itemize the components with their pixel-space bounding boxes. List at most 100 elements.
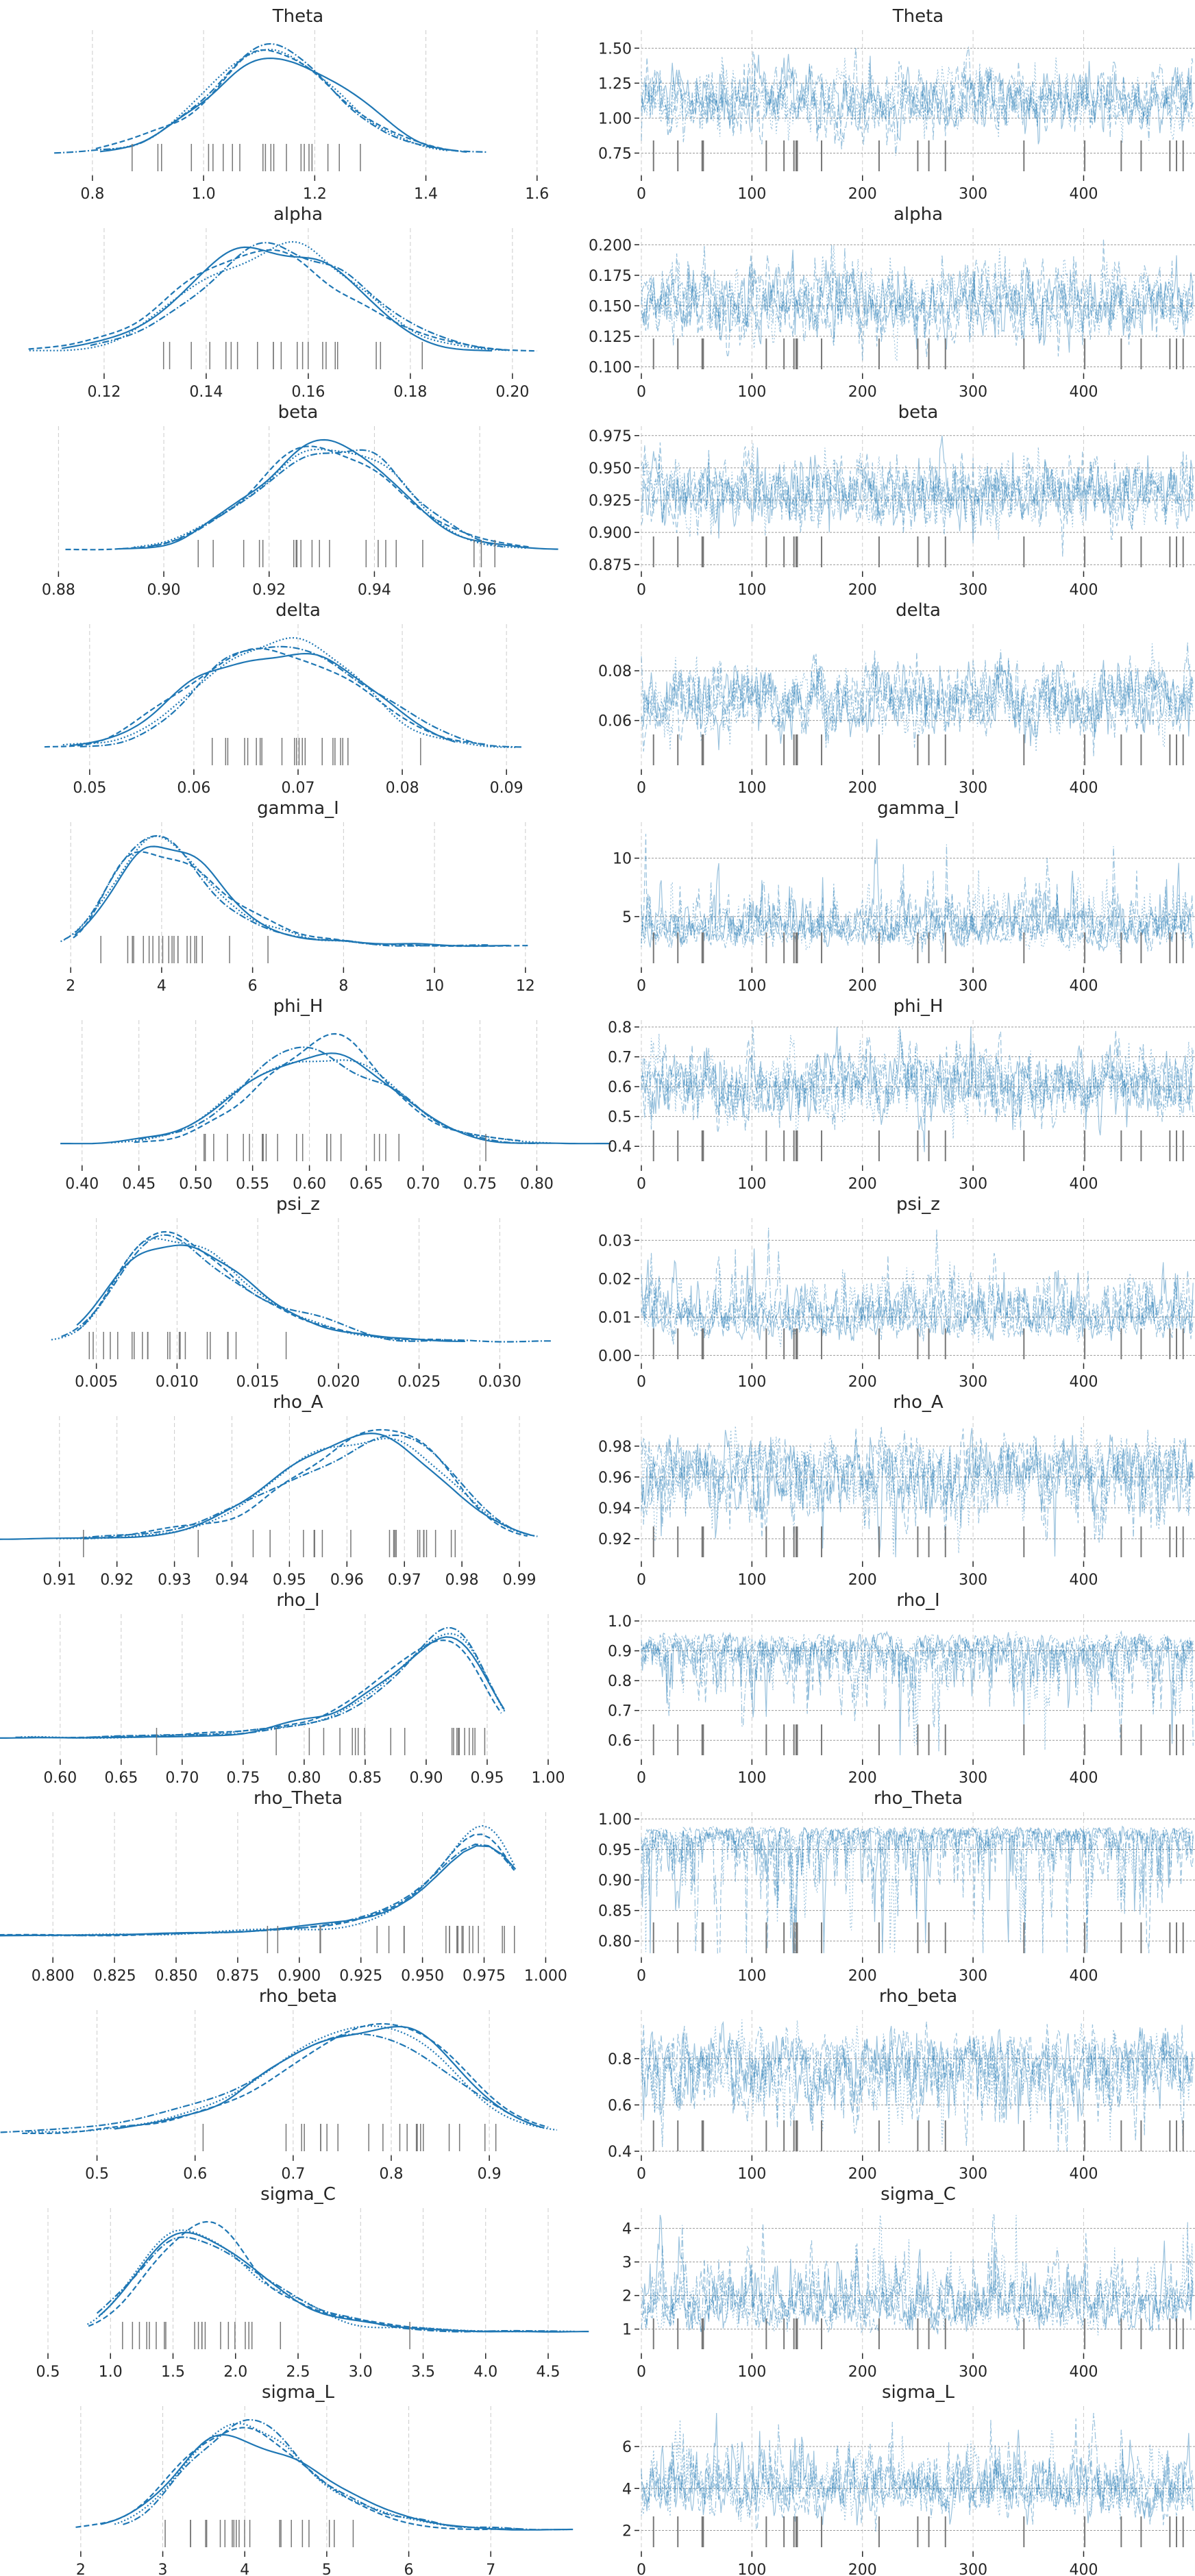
kde-tick-label: 0.09 bbox=[490, 780, 523, 797]
trace-title: delta bbox=[896, 600, 941, 621]
row-beta: beta beta 0.88 0.90 0.92 0.94 0.96 0 100 200 300 40… bbox=[42, 402, 1195, 599]
kde-tick-label: 7 bbox=[486, 2562, 495, 2576]
kde-tick-label: 0.60 bbox=[293, 1176, 326, 1193]
trace-line-chain-2 bbox=[641, 1825, 1194, 1954]
kde-line-chain-1 bbox=[70, 1639, 502, 1739]
kde-line-chain-0 bbox=[98, 2231, 589, 2333]
trace-title: rho_Theta bbox=[874, 1788, 963, 1809]
kde-line-chain-3 bbox=[138, 1046, 541, 1145]
kde-line-chain-3 bbox=[151, 449, 504, 548]
kde-tick-label: 12 bbox=[516, 978, 535, 995]
trace-y-tick-label: 0.75 bbox=[598, 145, 632, 162]
trace-x-tick-label: 200 bbox=[848, 2562, 877, 2576]
trace-x-tick-label: 0 bbox=[637, 186, 646, 203]
kde-tick-label: 0.8 bbox=[379, 2166, 403, 2183]
kde-line-chain-2 bbox=[60, 835, 389, 946]
trace-x-tick-label: 300 bbox=[959, 1770, 987, 1787]
trace-y-tick-label: 0.94 bbox=[598, 1500, 632, 1518]
trace-line-chain-1 bbox=[641, 1631, 1194, 1738]
trace-y-tick-label: 0.6 bbox=[608, 1079, 632, 1096]
row-rho_beta: rho_beta rho_beta 0.5 0.6 0.7 0.8 0.9 0 100 200 30… bbox=[0, 1986, 1195, 2183]
trace-line-chain-3 bbox=[641, 642, 1194, 748]
kde-title: rho_beta bbox=[259, 1986, 337, 2007]
trace-line-chain-0 bbox=[641, 1825, 1194, 1954]
kde-line-chain-0 bbox=[114, 2025, 545, 2130]
trace-line-chain-0 bbox=[641, 658, 1194, 750]
trace-x-tick-label: 200 bbox=[848, 978, 877, 995]
trace-x-tick-label: 0 bbox=[637, 1374, 646, 1391]
trace-x-tick-label: 100 bbox=[737, 1968, 766, 1985]
trace-line-chain-0 bbox=[641, 839, 1194, 952]
trace-line-chain-0 bbox=[641, 1248, 1194, 1341]
kde-line-chain-1 bbox=[75, 2427, 519, 2531]
trace-y-tick-label: 0.03 bbox=[598, 1233, 632, 1250]
trace-y-tick-label: 0.4 bbox=[608, 2144, 632, 2161]
kde-title: sigma_C bbox=[260, 2184, 336, 2205]
kde-tick-label: 0.850 bbox=[155, 1968, 198, 1985]
trace-x-tick-label: 400 bbox=[1069, 1572, 1098, 1589]
kde-line-chain-1 bbox=[73, 851, 530, 948]
trace-line-chain-1 bbox=[641, 442, 1194, 557]
trace-x-tick-label: 100 bbox=[737, 2166, 766, 2183]
kde-line-chain-1 bbox=[44, 647, 487, 748]
kde-tick-label: 0.16 bbox=[291, 384, 325, 401]
trace-x-tick-label: 200 bbox=[848, 1374, 877, 1391]
kde-tick-label: 0.94 bbox=[358, 582, 391, 599]
trace-y-tick-label: 0.95 bbox=[598, 1842, 632, 1859]
trace-x-tick-label: 0 bbox=[637, 978, 646, 995]
trace-title: rho_A bbox=[893, 1392, 944, 1413]
trace-y-tick-label: 0.975 bbox=[589, 428, 632, 445]
trace-line-chain-1 bbox=[641, 238, 1194, 361]
kde-tick-label: 0.98 bbox=[445, 1572, 479, 1589]
kde-line-chain-0 bbox=[60, 1052, 611, 1145]
trace-x-tick-label: 100 bbox=[737, 780, 766, 797]
trace-x-tick-label: 100 bbox=[737, 582, 766, 599]
trace-x-tick-label: 0 bbox=[637, 1770, 646, 1787]
kde-title: rho_Theta bbox=[254, 1788, 343, 1809]
trace-title: Theta bbox=[892, 6, 944, 27]
trace-x-tick-label: 300 bbox=[959, 2562, 987, 2576]
trace-x-tick-label: 100 bbox=[737, 2562, 766, 2576]
kde-tick-label: 5 bbox=[322, 2562, 332, 2576]
trace-line-chain-1 bbox=[641, 1428, 1194, 1548]
kde-tick-label: 0.91 bbox=[42, 1572, 76, 1589]
trace-line-chain-2 bbox=[641, 1426, 1194, 1555]
kde-title: phi_H bbox=[273, 996, 323, 1017]
kde-tick-label: 0.90 bbox=[409, 1770, 443, 1787]
trace-y-tick-label: 4 bbox=[622, 2221, 632, 2238]
trace-x-tick-label: 400 bbox=[1069, 978, 1098, 995]
trace-y-tick-label: 0.950 bbox=[589, 460, 632, 478]
kde-tick-label: 4.5 bbox=[537, 2364, 560, 2381]
kde-tick-label: 0.07 bbox=[282, 780, 315, 797]
kde-tick-label: 6 bbox=[404, 2562, 414, 2576]
trace-title: phi_H bbox=[894, 996, 944, 1017]
kde-line-chain-3 bbox=[61, 1234, 553, 1343]
kde-tick-label: 0.8 bbox=[80, 186, 104, 203]
kde-title: gamma_I bbox=[257, 798, 339, 819]
trace-x-tick-label: 300 bbox=[959, 780, 987, 797]
trace-x-tick-label: 200 bbox=[848, 1572, 877, 1589]
trace-y-tick-label: 0.125 bbox=[589, 329, 632, 346]
kde-tick-label: 0.70 bbox=[165, 1770, 199, 1787]
trace-y-tick-label: 0.7 bbox=[608, 1050, 632, 1067]
trace-y-tick-label: 0.92 bbox=[598, 1531, 632, 1548]
kde-tick-label: 0.900 bbox=[278, 1968, 321, 1985]
kde-tick-label: 0.20 bbox=[495, 384, 529, 401]
trace-x-tick-label: 100 bbox=[737, 1176, 766, 1193]
kde-tick-label: 0.95 bbox=[273, 1572, 306, 1589]
trace-x-tick-label: 100 bbox=[737, 1770, 766, 1787]
trace-y-tick-label: 0.01 bbox=[598, 1309, 632, 1326]
row-phi_H: phi_H phi_H0.40 0.45 0.50 0.55 0.60 0.65 0.70 0.… bbox=[60, 996, 1195, 1193]
trace-line-chain-1 bbox=[641, 650, 1194, 756]
trace-x-tick-label: 300 bbox=[959, 2364, 987, 2381]
trace-x-tick-label: 300 bbox=[959, 1374, 987, 1391]
trace-y-tick-label: 0.100 bbox=[589, 359, 632, 376]
kde-tick-label: 4 bbox=[240, 2562, 249, 2576]
trace-line-chain-3 bbox=[641, 1630, 1194, 1752]
trace-line-chain-2 bbox=[641, 2019, 1194, 2145]
kde-tick-label: 0.92 bbox=[252, 582, 286, 599]
kde-tick-label: 0.030 bbox=[478, 1374, 521, 1391]
kde-title: psi_z bbox=[276, 1194, 320, 1215]
kde-tick-label: 1.00 bbox=[532, 1770, 565, 1787]
